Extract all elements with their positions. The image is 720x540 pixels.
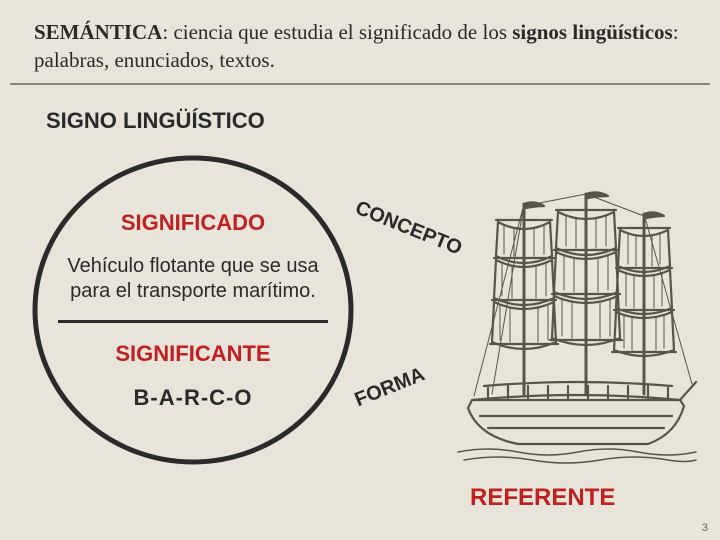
header-bold-1: SEMÁNTICA bbox=[34, 20, 162, 44]
forma-label: FORMA bbox=[352, 363, 429, 412]
sign-ellipse: SIGNIFICADO Vehículo flotante que se usa… bbox=[28, 150, 358, 470]
header-text-1: : ciencia que estudia el significado de … bbox=[162, 20, 512, 44]
header-definition: SEMÁNTICA: ciencia que estudia el signif… bbox=[10, 0, 710, 85]
ellipse-divider bbox=[58, 320, 328, 323]
definition-text: Vehículo flotante que se usa para el tra… bbox=[60, 254, 326, 304]
linguistic-sign-heading: SIGNO LINGÜÍSTICO bbox=[46, 108, 265, 134]
header-bold-2: signos lingüísticos bbox=[512, 20, 672, 44]
barco-spelling: B-A-R-C-O bbox=[134, 385, 253, 411]
page-number: 3 bbox=[702, 522, 708, 534]
significado-label: SIGNIFICADO bbox=[121, 210, 265, 236]
ship-icon bbox=[448, 176, 698, 466]
referente-label: REFERENTE bbox=[470, 484, 615, 512]
significante-label: SIGNIFICANTE bbox=[115, 341, 270, 367]
ellipse-content: SIGNIFICADO Vehículo flotante que se usa… bbox=[28, 150, 358, 470]
